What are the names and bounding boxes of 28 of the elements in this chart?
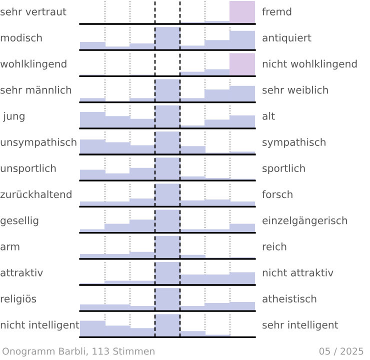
text: 05 / 2025 <box>319 348 364 356</box>
y-axis-title: jung <box>3 112 24 122</box>
y2-axis-title: einzelgängerisch <box>262 216 348 226</box>
y-axis-title: zurückhaltend <box>0 190 72 198</box>
y-axis-title: wohlklingend <box>0 60 66 70</box>
y2-axis-title: alt <box>262 112 275 120</box>
y-axis-title: nicht intelligent <box>0 320 80 331</box>
y-axis-title: unsympathisch <box>0 138 76 148</box>
y2-axis-title: sehr intelligent <box>262 320 338 331</box>
y-axis-title: modisch <box>0 34 42 42</box>
text: Onogramm Barbli, 113 Stimmen <box>2 347 154 357</box>
y2-axis-title: sehr weiblich <box>262 86 328 94</box>
y-axis-title: sehr vertraut <box>0 8 66 16</box>
y-axis-title: gesellig <box>0 216 38 226</box>
y-axis-title: unsportlich <box>0 164 56 174</box>
y2-axis-title: nicht attraktiv <box>262 268 334 276</box>
y2-axis-title: sympathisch <box>262 138 326 148</box>
y2-axis-title: antiquiert <box>262 34 312 44</box>
y-axis-title: attraktiv <box>0 268 43 276</box>
y-axis-title: sehr männlich <box>0 86 72 94</box>
y2-axis-title: sportlich <box>262 164 305 174</box>
y2-axis-title: atheistisch <box>262 294 316 303</box>
y2-axis-title: forsch <box>262 190 292 198</box>
y-axis-title: arm <box>0 244 20 250</box>
y2-axis-title: nicht wohlklingend <box>262 60 357 70</box>
y2-axis-title: fremd <box>262 8 292 16</box>
y2-axis-title: reich <box>262 242 286 250</box>
y-axis-title: religiös <box>0 294 36 305</box>
